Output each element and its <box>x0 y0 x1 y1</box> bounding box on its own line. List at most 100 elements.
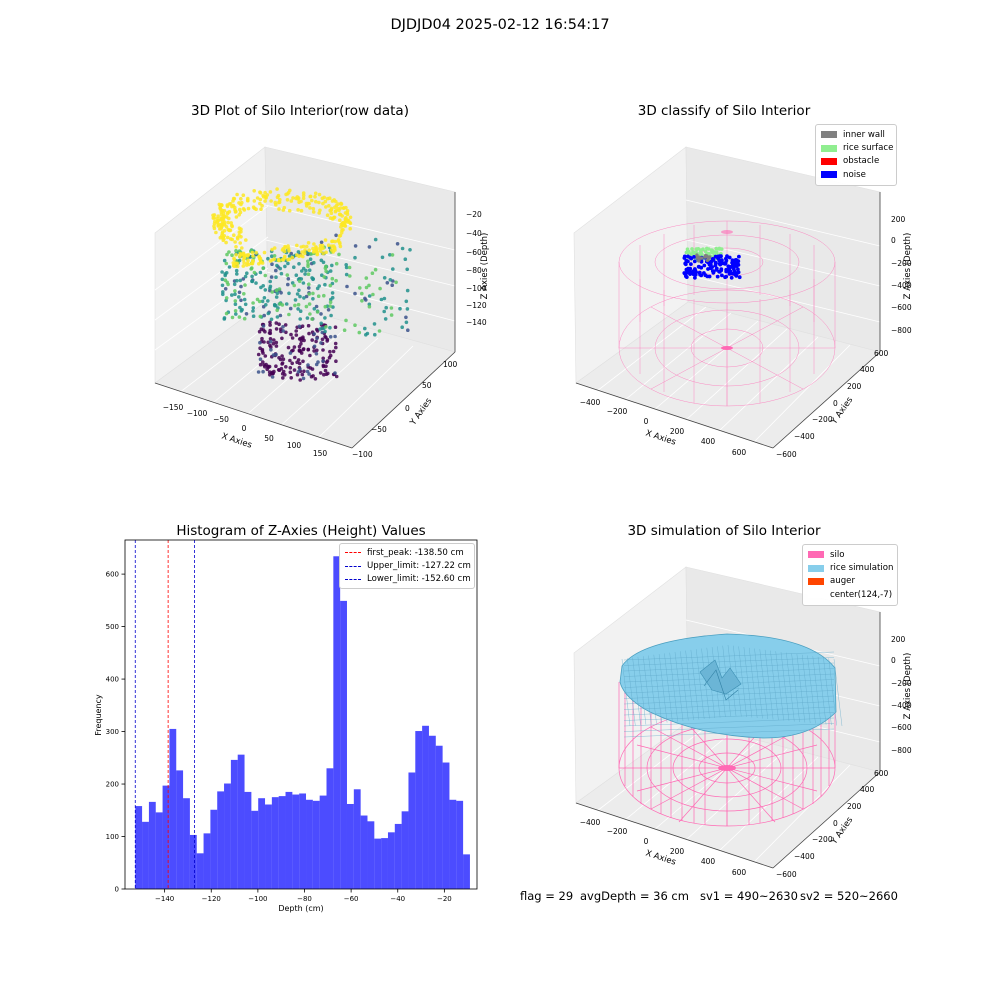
histogram-bar <box>196 853 204 889</box>
raw-point <box>297 200 301 204</box>
raw-point <box>326 243 331 247</box>
raw-point <box>385 281 390 285</box>
raw-point <box>244 238 248 242</box>
raw-point <box>372 322 377 326</box>
raw-z-tick: −60 <box>466 248 482 257</box>
raw-point <box>344 272 349 277</box>
raw-point <box>323 316 327 320</box>
noise-point <box>724 267 729 272</box>
raw-y-ticks: −100 −50 0 50 100 <box>352 360 458 459</box>
raw-point <box>270 262 274 267</box>
raw-point <box>334 374 339 379</box>
noise-point <box>682 254 687 259</box>
raw-point <box>324 325 328 329</box>
raw-point <box>304 268 308 273</box>
raw-x-tick: −50 <box>213 415 229 424</box>
raw-point <box>345 284 349 289</box>
raw-point <box>258 270 263 275</box>
raw-point <box>243 274 248 279</box>
raw-point <box>329 206 334 211</box>
raw-point <box>262 363 266 367</box>
raw-point <box>301 359 305 364</box>
raw-point <box>384 305 389 310</box>
raw-point <box>320 196 325 201</box>
raw-point <box>241 277 246 281</box>
raw-point <box>339 231 344 235</box>
raw-point <box>379 297 384 302</box>
histogram-bar <box>394 823 402 889</box>
y-tick-label: 500 <box>106 623 119 631</box>
raw-point <box>390 253 395 257</box>
raw-y-tick: −50 <box>371 425 387 434</box>
raw-point <box>274 344 279 348</box>
raw-point <box>296 250 301 254</box>
inner-wall-point <box>705 258 710 263</box>
raw-point <box>259 285 263 290</box>
raw-x-tick: −100 <box>187 409 208 418</box>
raw-point <box>348 226 353 231</box>
raw-point <box>325 213 330 217</box>
noise-point <box>697 270 702 275</box>
histogram-y-ticks: 0 100 200 300 400 500 600 <box>106 571 125 894</box>
histogram-bar <box>162 785 170 889</box>
histogram-bar <box>148 801 156 889</box>
raw-point <box>285 192 290 196</box>
classify-legend: inner wall rice surface obstacle noise <box>815 124 897 186</box>
legend-swatch <box>808 564 824 572</box>
raw-point <box>269 199 273 203</box>
raw-point <box>274 352 278 357</box>
raw-point <box>313 194 317 199</box>
raw-point <box>308 206 312 210</box>
noise-point <box>702 271 706 275</box>
histogram-reference-lines <box>134 540 195 889</box>
raw-point <box>308 194 313 199</box>
raw-point <box>296 358 301 362</box>
histogram-bar <box>415 731 423 889</box>
classify-y-tick: −200 <box>812 415 833 424</box>
histogram-bar <box>251 810 259 889</box>
raw-point <box>293 355 297 360</box>
raw-point <box>251 314 256 319</box>
raw-point <box>283 323 288 327</box>
raw-point <box>234 249 238 253</box>
raw-point <box>299 338 304 343</box>
classify-x-tick: 600 <box>732 448 747 457</box>
classify-z-label: Z Axies (Depth) <box>903 233 913 300</box>
raw-point <box>225 203 230 207</box>
raw-point <box>289 332 293 337</box>
raw-point <box>403 257 408 262</box>
raw-point <box>272 338 276 342</box>
raw-point <box>287 291 291 296</box>
raw-point <box>287 208 292 213</box>
raw-point <box>309 252 314 256</box>
noise-point <box>693 275 697 280</box>
raw-point <box>360 299 364 303</box>
legend-line <box>345 565 361 567</box>
raw-point <box>308 312 312 316</box>
raw-point <box>239 298 243 303</box>
raw-point <box>305 316 310 320</box>
raw-point <box>258 362 263 367</box>
raw-point <box>333 371 337 375</box>
x-tick-label: −120 <box>202 895 221 903</box>
histogram-y-label: Frequency <box>94 694 103 736</box>
legend-entry-lower-limit: Lower_limit: -152.60 cm <box>345 573 471 586</box>
raw-point <box>251 301 255 305</box>
raw-point <box>300 269 304 273</box>
raw-point <box>251 254 255 258</box>
classify-x-tick: 0 <box>644 417 649 426</box>
raw-point <box>294 329 299 333</box>
raw-point <box>246 198 250 203</box>
classify-y-tick: 600 <box>874 349 889 358</box>
raw-point <box>306 259 310 264</box>
simulation-3d-plot: −400 −200 0 200 400 600 X Axies −600 −40… <box>573 566 913 879</box>
raw-point <box>336 202 340 206</box>
raw-point <box>331 349 336 354</box>
raw-point <box>323 199 328 204</box>
raw-point <box>251 259 255 264</box>
raw-point <box>406 328 410 333</box>
noise-point <box>708 261 713 266</box>
raw-point <box>298 294 302 299</box>
raw-point <box>272 369 276 374</box>
raw-point <box>224 311 229 316</box>
